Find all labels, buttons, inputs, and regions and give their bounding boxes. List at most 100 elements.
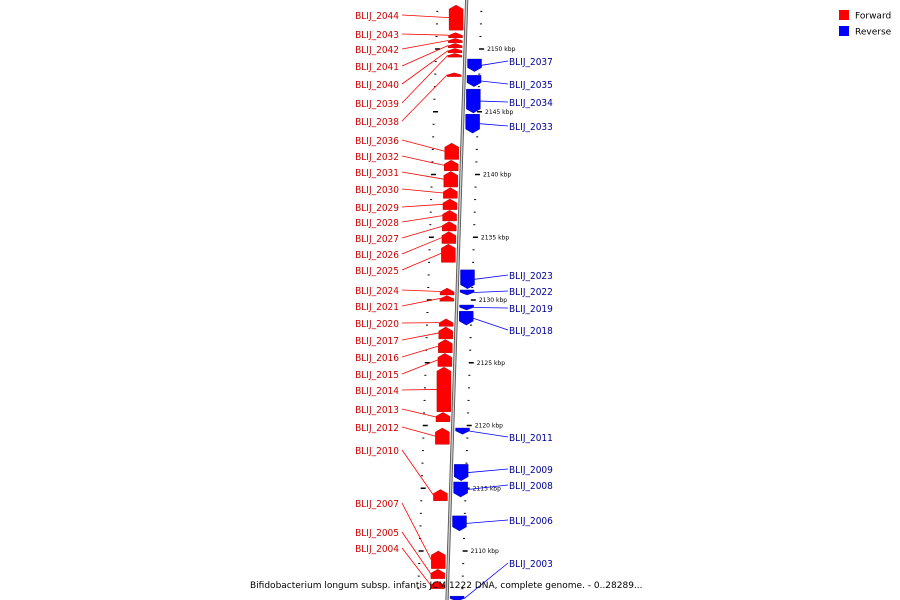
- forward-gene-arrow[interactable]: [444, 159, 459, 171]
- reverse-gene-label[interactable]: BLIJ_2008: [509, 481, 553, 492]
- reverse-gene-label[interactable]: BLIJ_2023: [509, 271, 553, 282]
- forward-gene-label[interactable]: BLIJ_2015: [355, 370, 399, 381]
- tick-label: 2150 kbp: [487, 46, 515, 53]
- forward-gene-leader: [401, 74, 448, 122]
- forward-gene-leader: [401, 33, 449, 36]
- forward-gene-arrow[interactable]: [435, 427, 450, 445]
- forward-gene-arrow[interactable]: [447, 43, 463, 48]
- forward-gene-label[interactable]: BLIJ_2005: [355, 528, 399, 539]
- forward-gene-label[interactable]: BLIJ_2024: [355, 286, 399, 297]
- forward-gene-arrow[interactable]: [435, 412, 451, 422]
- reverse-gene-arrow[interactable]: [467, 58, 482, 72]
- forward-gene-label[interactable]: BLIJ_2041: [355, 62, 399, 73]
- reverse-gene-label[interactable]: BLIJ_2018: [509, 326, 553, 337]
- forward-gene-label[interactable]: BLIJ_2036: [355, 136, 399, 147]
- reverse-gene-arrow[interactable]: [459, 289, 475, 296]
- forward-gene-arrow[interactable]: [443, 171, 458, 188]
- reverse-gene-arrow[interactable]: [452, 515, 467, 532]
- forward-gene-arrow[interactable]: [439, 287, 455, 296]
- forward-gene-arrow[interactable]: [443, 187, 458, 199]
- forward-gene-label[interactable]: BLIJ_2030: [355, 185, 399, 196]
- backbone-line-light: [446, 0, 468, 600]
- forward-gene-label[interactable]: BLIJ_2027: [355, 234, 399, 245]
- forward-gene-arrow[interactable]: [438, 326, 453, 340]
- reverse-gene-arrow[interactable]: [449, 595, 465, 600]
- forward-gene-label[interactable]: BLIJ_2025: [355, 266, 399, 277]
- forward-gene-label[interactable]: BLIJ_2026: [355, 250, 399, 261]
- forward-gene-label[interactable]: BLIJ_2029: [355, 203, 399, 214]
- forward-gene-leader: [401, 139, 445, 152]
- reverse-gene-arrow[interactable]: [466, 75, 482, 87]
- reverse-gene-label[interactable]: BLIJ_2011: [509, 433, 553, 444]
- forward-gene-label[interactable]: BLIJ_2007: [355, 499, 399, 510]
- reverse-gene-label[interactable]: BLIJ_2022: [509, 287, 553, 298]
- forward-gene-leader: [401, 345, 439, 358]
- forward-gene-arrow[interactable]: [437, 353, 453, 367]
- reverse-gene-arrow[interactable]: [459, 311, 474, 326]
- forward-gene-arrow[interactable]: [444, 142, 459, 160]
- forward-gene-arrow[interactable]: [442, 210, 457, 222]
- forward-gene-arrow[interactable]: [439, 295, 455, 302]
- forward-gene-arrow[interactable]: [441, 243, 456, 263]
- forward-gene-arrow[interactable]: [442, 221, 457, 232]
- reverse-gene-label[interactable]: BLIJ_2035: [509, 80, 553, 91]
- forward-gene-arrow[interactable]: [436, 366, 452, 412]
- reverse-gene-leader: [473, 317, 509, 331]
- forward-gene-label[interactable]: BLIJ_2010: [355, 446, 399, 457]
- forward-gene-leader: [401, 252, 442, 271]
- reverse-gene-arrow[interactable]: [459, 304, 474, 311]
- forward-gene-arrow[interactable]: [448, 32, 463, 38]
- forward-gene-label[interactable]: BLIJ_2038: [355, 117, 399, 128]
- forward-gene-label[interactable]: BLIJ_2040: [355, 80, 399, 91]
- forward-gene-leader: [401, 155, 445, 166]
- forward-gene-arrow[interactable]: [433, 489, 448, 501]
- forward-gene-arrow[interactable]: [442, 198, 458, 210]
- forward-gene-label[interactable]: BLIJ_2012: [355, 423, 399, 434]
- reverse-gene-leader: [469, 430, 509, 438]
- reverse-gene-label[interactable]: BLIJ_2009: [509, 465, 553, 476]
- reverse-gene-leader: [480, 80, 509, 85]
- forward-gene-label[interactable]: BLIJ_2028: [355, 218, 399, 229]
- forward-gene-label[interactable]: BLIJ_2031: [355, 168, 399, 179]
- forward-gene-label[interactable]: BLIJ_2043: [355, 30, 399, 41]
- reverse-gene-arrow[interactable]: [466, 88, 481, 114]
- reverse-gene-label[interactable]: BLIJ_2034: [509, 98, 553, 109]
- forward-gene-label[interactable]: BLIJ_2013: [355, 405, 399, 416]
- forward-gene-leader: [401, 14, 450, 19]
- reverse-gene-label[interactable]: BLIJ_2019: [509, 304, 553, 315]
- forward-gene-arrow[interactable]: [430, 568, 446, 579]
- forward-gene-label[interactable]: BLIJ_2016: [355, 353, 399, 364]
- forward-gene-label[interactable]: BLIJ_2020: [355, 319, 399, 330]
- forward-gene-arrow[interactable]: [447, 48, 463, 53]
- reverse-gene-label[interactable]: BLIJ_2003: [509, 559, 553, 570]
- forward-gene-label[interactable]: BLIJ_2004: [355, 544, 399, 555]
- forward-gene-arrow[interactable]: [447, 72, 462, 77]
- reverse-gene-leader: [474, 274, 509, 280]
- reverse-gene-arrow[interactable]: [453, 464, 469, 481]
- forward-gene-arrow[interactable]: [448, 4, 464, 31]
- forward-gene-label[interactable]: BLIJ_2042: [355, 45, 399, 56]
- forward-gene-label[interactable]: BLIJ_2044: [355, 11, 399, 22]
- forward-gene-label[interactable]: BLIJ_2039: [355, 99, 399, 110]
- forward-gene-arrow[interactable]: [438, 318, 454, 327]
- forward-gene-arrow[interactable]: [447, 53, 463, 58]
- forward-gene-arrow[interactable]: [431, 550, 446, 569]
- forward-gene-arrow[interactable]: [448, 38, 463, 43]
- forward-gene-label[interactable]: BLIJ_2017: [355, 336, 399, 347]
- reverse-gene-arrow[interactable]: [465, 114, 480, 134]
- forward-gene-arrow[interactable]: [441, 231, 457, 244]
- reverse-gene-label[interactable]: BLIJ_2033: [509, 122, 553, 133]
- reverse-gene-label[interactable]: BLIJ_2006: [509, 516, 553, 527]
- forward-gene-label[interactable]: BLIJ_2032: [355, 152, 399, 163]
- forward-gene-leader: [401, 215, 443, 223]
- reverse-gene-arrow[interactable]: [460, 269, 475, 289]
- forward-gene-arrow[interactable]: [430, 580, 445, 589]
- gene-labels: BLIJ_2044 BLIJ_2043 BLIJ_2042 BLIJ_2041 BLIJ…: [355, 11, 553, 600]
- forward-gene-leader: [401, 188, 444, 194]
- reverse-gene-arrow[interactable]: [455, 427, 470, 435]
- forward-gene-arrow[interactable]: [438, 339, 453, 353]
- forward-gene-label[interactable]: BLIJ_2014: [355, 386, 399, 397]
- reverse-gene-arrow[interactable]: [453, 481, 468, 498]
- forward-gene-label[interactable]: BLIJ_2021: [355, 302, 399, 313]
- reverse-gene-label[interactable]: BLIJ_2037: [509, 57, 553, 68]
